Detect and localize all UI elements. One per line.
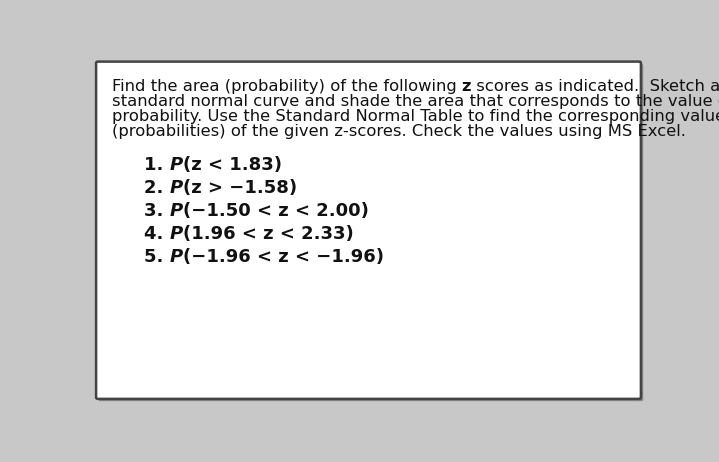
Text: standard normal curve and shade the area that corresponds to the value of: standard normal curve and shade the area… (111, 93, 719, 109)
Text: 4.: 4. (144, 225, 170, 243)
Text: P: P (170, 202, 183, 220)
Text: Find the area (probability) of the following: Find the area (probability) of the follo… (111, 79, 462, 93)
FancyBboxPatch shape (99, 64, 644, 401)
Text: 2.: 2. (144, 179, 170, 197)
Text: P: P (170, 248, 183, 266)
FancyBboxPatch shape (96, 61, 641, 399)
Text: (1.96 < z < 2.33): (1.96 < z < 2.33) (183, 225, 354, 243)
Text: (probabilities) of the given z-scores. Check the values using MS Excel.: (probabilities) of the given z-scores. C… (111, 123, 685, 139)
Text: P: P (170, 179, 183, 197)
Text: 3.: 3. (144, 202, 170, 220)
Text: scores as indicated.  Sketch a: scores as indicated. Sketch a (471, 79, 719, 93)
Text: P: P (170, 156, 183, 174)
Text: (−1.50 < z < 2.00): (−1.50 < z < 2.00) (183, 202, 369, 220)
Text: 1.: 1. (144, 156, 170, 174)
Text: (z > −1.58): (z > −1.58) (183, 179, 297, 197)
Text: 5.: 5. (144, 248, 170, 266)
Text: probability. Use the Standard Normal Table to find the corresponding values: probability. Use the Standard Normal Tab… (111, 109, 719, 123)
Text: z: z (462, 79, 471, 93)
Text: P: P (170, 225, 183, 243)
Text: (z < 1.83): (z < 1.83) (183, 156, 282, 174)
Text: (−1.96 < z < −1.96): (−1.96 < z < −1.96) (183, 248, 384, 266)
